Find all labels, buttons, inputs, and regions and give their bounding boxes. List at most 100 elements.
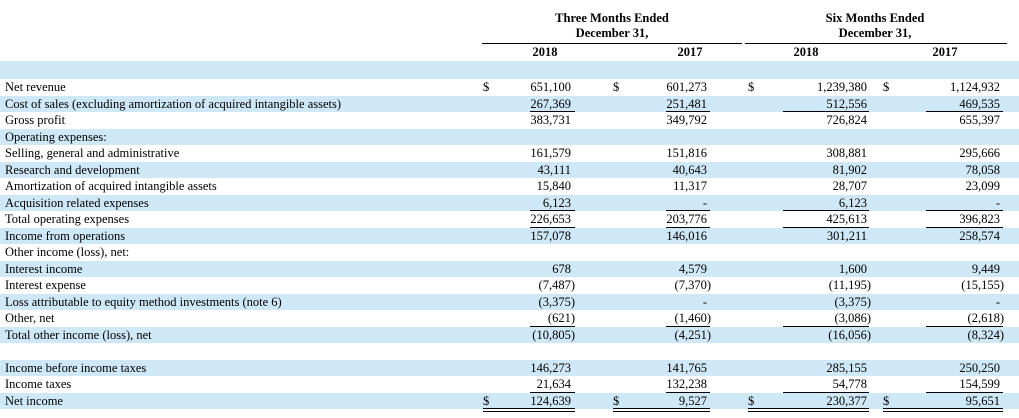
value-cell: (1,460) [674, 311, 711, 325]
value-cell: - [702, 195, 707, 210]
row-label: Gross profit [5, 113, 66, 127]
total-rule [530, 226, 575, 228]
header-rule-three-months [482, 43, 742, 44]
value-cell: 81,902 [832, 162, 867, 177]
value-cell: 6,123 [838, 195, 867, 210]
value-cell: 9,527 [678, 393, 707, 408]
value-cell: 295,666 [959, 146, 1000, 160]
value-cell: 151,816 [666, 146, 707, 160]
total-rule [666, 391, 710, 393]
value-cell: (16,056) [828, 327, 871, 342]
value-cell: 726,824 [826, 113, 867, 127]
row-label: Other income (loss), net: [5, 245, 130, 259]
total-rule [926, 111, 1003, 112]
row-shade [0, 128, 1019, 145]
value-cell: 124,639 [530, 393, 571, 408]
value-cell: (7,370) [674, 278, 711, 292]
total-rule [530, 391, 575, 393]
total-rule [666, 111, 710, 112]
total-rule [926, 325, 1003, 327]
value-cell: (11,195) [828, 278, 871, 292]
value-cell: 258,574 [959, 228, 1000, 243]
header-three-months-line1: Three Months Ended [555, 11, 669, 25]
row-label: Operating expenses: [5, 129, 107, 144]
value-cell: 1,239,380 [817, 80, 867, 94]
currency-symbol: $ [483, 80, 490, 94]
total-rule [783, 210, 869, 211]
value-cell: 267,369 [530, 96, 571, 111]
value-cell: (8,324) [967, 327, 1004, 342]
value-cell: 285,155 [826, 360, 867, 375]
row-shade [0, 260, 1019, 277]
total-rule [666, 226, 710, 228]
value-cell: 512,556 [826, 96, 867, 111]
value-cell: 161,579 [530, 146, 571, 160]
table-row: Amortization of acquired intangible asse… [0, 178, 1019, 195]
value-cell: 40,643 [672, 162, 707, 177]
value-cell: (3,375) [538, 294, 575, 309]
double-total-rule [483, 408, 575, 412]
total-rule [783, 226, 869, 228]
row-shade [0, 392, 1019, 409]
value-cell: (4,251) [674, 327, 711, 342]
value-cell: 308,881 [826, 146, 867, 160]
table-row: Income before income taxes 146,273 141,765… [0, 360, 1019, 377]
value-cell: (621) [547, 311, 575, 325]
header-six-months-line2: December 31, [838, 26, 912, 40]
table-row: Loss attributable to equity method inves… [0, 294, 1019, 311]
value-cell: 1,124,932 [950, 80, 1000, 94]
table-row: Income taxes 21,634 132,238 54,778 154,599 [0, 376, 1019, 393]
row-label: Total operating expenses [5, 212, 130, 226]
value-cell: 11,317 [673, 179, 707, 193]
currency-symbol: $ [883, 393, 890, 408]
total-rule [530, 210, 575, 211]
value-cell: (3,086) [834, 311, 871, 325]
value-cell: 95,651 [965, 393, 1000, 408]
year-col-1: 2018 [532, 45, 558, 59]
total-rule [783, 111, 869, 112]
value-cell: 651,100 [530, 80, 571, 94]
table-row: Net revenue $651,100 $601,273 $1,239,380 $1,… [0, 79, 1019, 96]
double-total-rule [748, 408, 869, 412]
row-shade [0, 227, 1019, 244]
total-rule [666, 210, 710, 211]
table-row: Cost of sales (excluding amortization of… [0, 96, 1019, 112]
currency-symbol: $ [748, 80, 755, 94]
value-cell: 230,377 [826, 393, 867, 408]
value-cell: 383,731 [530, 113, 571, 127]
row-shade [0, 95, 1019, 112]
table-row: Operating expenses: [0, 129, 1019, 146]
value-cell: 469,535 [959, 96, 1000, 111]
value-cell: 78,058 [965, 162, 1000, 177]
row-label: Research and development [5, 162, 140, 177]
value-cell: (15,155) [961, 278, 1004, 292]
currency-symbol: $ [483, 393, 490, 408]
value-cell: 28,707 [832, 179, 867, 193]
total-rule [783, 325, 869, 327]
value-cell: 203,776 [666, 212, 707, 226]
value-cell: 251,481 [666, 96, 707, 111]
currency-symbol: $ [748, 393, 755, 408]
row-label: Net revenue [5, 80, 66, 94]
table-row: Total operating expenses 226,653 203,776 42… [0, 211, 1019, 228]
value-cell: (3,375) [834, 294, 871, 309]
table-row: Net income $124,639 $9,527 $230,377 $95,651 [0, 393, 1019, 412]
table-row: Interest expense (7,487) (7,370) (11,195) (1… [0, 277, 1019, 294]
currency-symbol: $ [613, 80, 620, 94]
row-label: Amortization of acquired intangible asse… [5, 179, 217, 193]
total-rule [926, 226, 1003, 228]
value-cell: 146,016 [666, 228, 707, 243]
value-cell: 655,397 [959, 113, 1000, 127]
value-cell: (10,805) [532, 327, 575, 342]
value-cell: (7,487) [538, 278, 575, 292]
total-rule [926, 391, 1003, 393]
row-label: Selling, general and administrative [5, 146, 180, 160]
value-cell: 678 [552, 261, 571, 276]
table-row: Selling, general and administrative 161,5… [0, 145, 1019, 162]
header-six-months: Six Months Ended December 31, [745, 11, 1005, 41]
currency-symbol: $ [883, 80, 890, 94]
double-total-rule [613, 408, 710, 412]
table-row: Income from operations 157,078 146,016 301,… [0, 228, 1019, 245]
row-label: Other, net [5, 311, 55, 325]
value-cell: 154,599 [959, 377, 1000, 391]
